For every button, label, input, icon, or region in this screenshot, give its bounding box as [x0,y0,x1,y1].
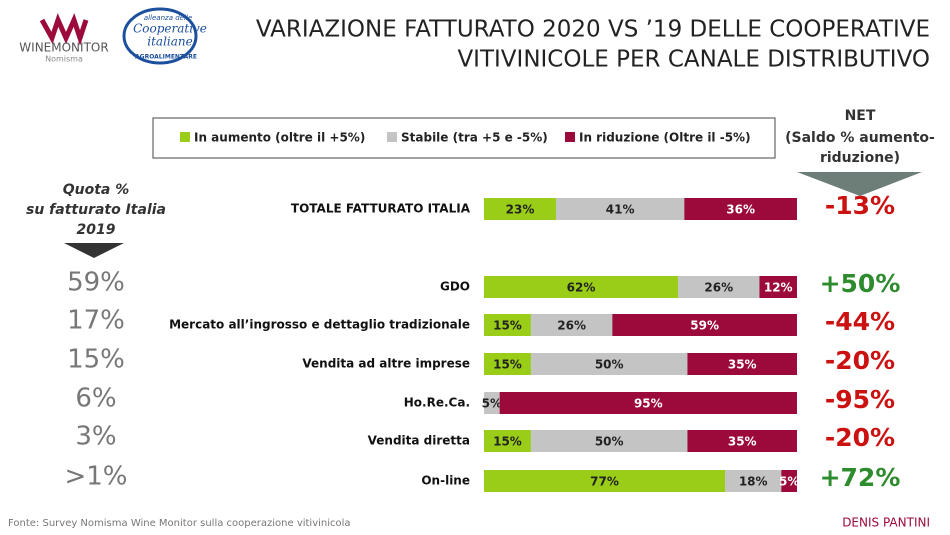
legend-label: Stabile (tra +5 e -5%) [401,131,548,145]
bar-segment [555,198,685,220]
value-label: 12% [764,281,793,295]
value-label: 35% [728,435,757,449]
logo-ring [122,7,198,65]
net-header: (Saldo % aumento- [785,130,935,146]
bar-segment [687,430,797,452]
bar-segment [530,314,613,336]
legend: In aumento (oltre il +5%) Stabile (tra +5… [180,131,751,145]
net-arrow [797,172,922,196]
value-label: 36% [726,203,755,217]
author: DENIS PANTINI [842,516,930,530]
value-label: 23% [506,203,535,217]
value-label: 15% [493,435,522,449]
value-label: 62% [567,281,596,295]
net-label: -13% [825,191,895,220]
quota-label: 15% [67,345,125,375]
bar-segment [484,470,726,492]
logo-text: alleanza delle [144,14,192,22]
bar-segment [484,314,531,336]
value-label: 41% [606,203,635,217]
quota-label: 3% [75,422,116,452]
net-label: +50% [820,269,901,298]
net-header: NET [845,108,876,124]
legend-label: In aumento (oltre il +5%) [194,131,365,145]
bar-segment [684,198,797,220]
value-label: 15% [493,358,522,372]
quota-label: 6% [75,384,116,414]
category-label: Vendita ad altre imprese [302,357,470,371]
net-label: +72% [820,463,901,492]
category-label: Vendita diretta [368,434,470,448]
legend-swatch [387,132,397,142]
category-label: On-line [421,474,470,488]
bar-segment [484,198,556,220]
value-label: 50% [595,358,624,372]
legend-swatch [180,132,190,142]
legend-box [152,117,776,159]
quota-label: 17% [67,306,125,336]
value-label: 50% [595,435,624,449]
net-label: -20% [825,346,895,375]
bar-segment [499,392,797,414]
value-label: 26% [704,281,733,295]
source: Fonte: Survey Nomisma Wine Monitor sulla… [8,518,351,529]
value-label: 77% [590,475,619,489]
bar-segment [725,470,782,492]
value-label: 5% [482,397,502,411]
value-label: 35% [728,358,757,372]
title: VITIVINICOLE PER CANALE DISTRIBUTIVO [457,47,930,73]
logo-text: WINEMONITOR [19,41,108,55]
legend-label: In riduzione (Oltre il -5%) [579,131,751,145]
bar-segment [781,470,797,492]
value-label: 5% [779,475,799,489]
bar-segment [687,353,797,375]
quota-label: >1% [64,462,127,492]
category-label: TOTALE FATTURATO ITALIA [291,202,471,216]
logo-text: AGROALIMENTARE [135,54,197,61]
bar-segment [484,430,531,452]
net-label: -95% [825,385,895,414]
quota-header: su fatturato Italia [26,202,166,218]
bar-segment [484,353,531,375]
net-label: -44% [825,307,895,336]
net-header: riduzione) [820,150,900,166]
logo-text: italiane [147,35,192,49]
logo-subtext: Nomisma [45,55,83,64]
category-label: Mercato all’ingrosso e dettaglio tradizi… [169,318,470,332]
legend-swatch [565,132,575,142]
bar-segment [530,353,688,375]
bar-segment [484,276,679,298]
bar-segment [678,276,760,298]
value-label: 59% [690,319,719,333]
logo-mark [39,13,89,46]
quota-header: 2019 [77,222,116,238]
value-label: 95% [634,397,663,411]
quota-label: 59% [67,268,125,298]
logo-text: Cooperative [133,22,207,36]
category-label: Ho.Re.Ca. [404,396,470,410]
value-label: 26% [557,319,586,333]
quota-arrow [64,243,124,258]
bar-segment [530,430,688,452]
value-label: 15% [493,319,522,333]
bar-segment [612,314,797,336]
category-label: GDO [440,280,470,294]
bar-segment [759,276,797,298]
value-label: 18% [739,475,768,489]
bar-segment [484,392,500,414]
title: VARIAZIONE FATTURATO 2020 VS ’19 DELLE C… [256,17,930,43]
net-label: -20% [825,423,895,452]
quota-header: Quota % [63,182,130,198]
